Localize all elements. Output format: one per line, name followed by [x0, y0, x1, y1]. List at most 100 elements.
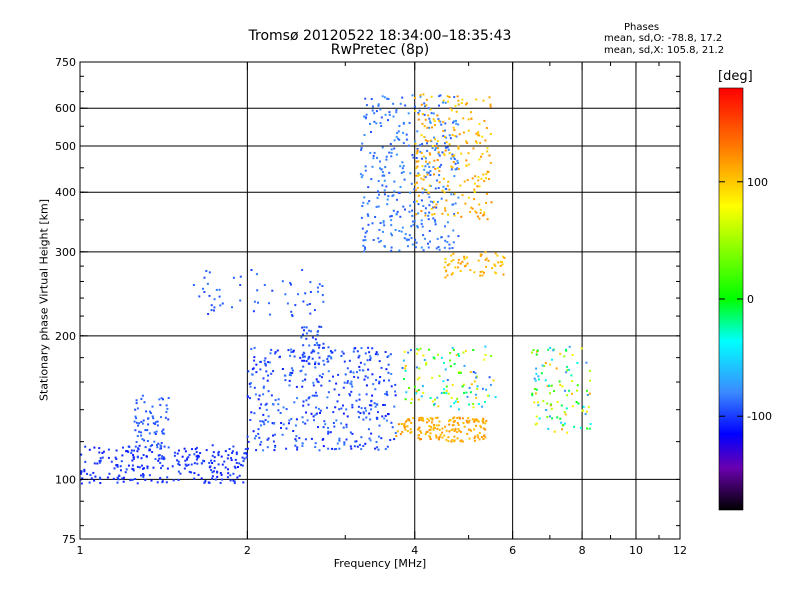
data-point — [428, 196, 431, 199]
data-point — [418, 426, 421, 429]
data-point — [535, 388, 538, 391]
data-point — [301, 385, 304, 388]
data-point — [558, 380, 561, 383]
data-point — [473, 437, 476, 440]
data-point — [115, 464, 118, 467]
data-point — [535, 415, 538, 418]
data-point — [401, 226, 404, 229]
data-point — [423, 155, 426, 158]
data-point — [404, 420, 407, 423]
y-tick-label: 200 — [55, 330, 76, 343]
data-point — [370, 178, 373, 181]
data-point — [428, 161, 431, 164]
data-point — [145, 410, 148, 413]
data-point — [377, 448, 380, 451]
data-point — [389, 439, 392, 441]
data-point — [129, 479, 132, 482]
data-point — [424, 139, 427, 142]
data-point — [357, 410, 360, 413]
data-point — [431, 418, 434, 421]
data-point — [266, 438, 269, 441]
data-point — [476, 185, 479, 188]
data-point — [402, 205, 405, 208]
data-point — [433, 357, 436, 360]
data-point — [135, 421, 138, 424]
data-point — [424, 212, 427, 215]
data-point — [269, 313, 271, 316]
data-point — [217, 454, 220, 457]
data-point — [458, 355, 460, 357]
data-point — [432, 426, 435, 429]
data-point — [379, 108, 382, 111]
data-point — [479, 270, 482, 273]
data-point — [424, 105, 426, 108]
data-point — [289, 354, 292, 357]
data-point — [377, 237, 380, 240]
data-point — [414, 110, 417, 112]
data-point — [84, 460, 87, 463]
data-point — [303, 326, 306, 329]
data-point — [396, 430, 399, 433]
data-point — [301, 379, 304, 382]
data-point — [361, 142, 364, 145]
data-point — [435, 436, 438, 439]
data-point — [410, 237, 413, 240]
data-point — [165, 410, 168, 413]
data-point — [137, 424, 140, 427]
data-point — [494, 264, 497, 267]
data-point — [262, 385, 265, 388]
data-point — [328, 355, 331, 357]
data-point — [536, 349, 539, 352]
data-point — [357, 376, 360, 379]
data-point — [358, 369, 361, 372]
data-point — [236, 476, 239, 479]
data-point — [421, 113, 424, 115]
data-point — [120, 460, 123, 463]
data-point — [436, 140, 439, 143]
data-point — [531, 351, 533, 354]
data-point — [366, 202, 369, 205]
data-point — [263, 423, 266, 426]
data-point — [188, 453, 191, 456]
data-point — [468, 428, 471, 431]
data-point — [384, 351, 387, 353]
data-point — [379, 167, 381, 170]
data-point — [159, 461, 162, 464]
data-point — [542, 400, 545, 403]
data-point — [238, 462, 241, 465]
data-point — [407, 351, 410, 354]
data-point — [422, 419, 425, 422]
data-point — [384, 166, 387, 169]
data-point — [429, 108, 432, 111]
data-point — [145, 455, 148, 458]
data-point — [265, 408, 268, 411]
y-tick-label: 100 — [55, 473, 76, 486]
data-point — [442, 177, 445, 180]
data-point — [425, 189, 428, 191]
data-point — [462, 351, 465, 354]
data-point — [390, 421, 393, 424]
data-point — [429, 428, 432, 431]
data-point — [401, 431, 404, 433]
data-point — [349, 394, 351, 397]
data-point — [250, 348, 253, 350]
data-point — [247, 447, 249, 450]
data-point — [326, 360, 329, 363]
data-point — [315, 378, 318, 381]
data-point — [466, 256, 469, 259]
data-point — [83, 468, 86, 471]
data-point — [448, 247, 451, 250]
data-point — [482, 99, 485, 102]
data-point — [193, 472, 196, 475]
data-point — [303, 352, 306, 355]
data-point — [316, 333, 319, 336]
data-point — [581, 409, 584, 412]
data-point — [327, 391, 330, 394]
data-point — [211, 444, 214, 447]
data-point — [264, 363, 267, 366]
data-point — [467, 118, 470, 121]
data-point — [420, 134, 423, 137]
data-point — [307, 362, 310, 365]
data-point — [409, 191, 412, 194]
data-point — [431, 417, 434, 420]
